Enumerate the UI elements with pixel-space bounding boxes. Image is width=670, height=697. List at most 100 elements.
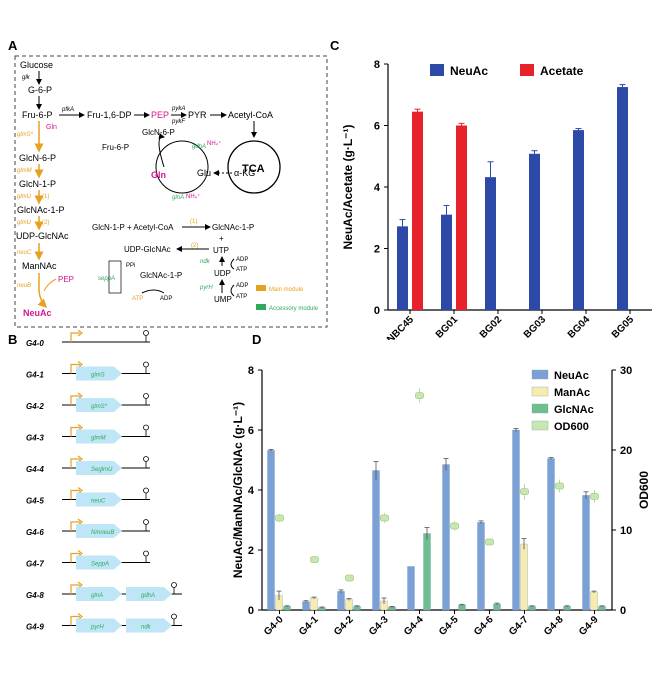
y2-tick-label: 10 — [620, 525, 632, 537]
bar-acetate — [412, 111, 423, 310]
construct-diagram: G4-0 G4-1 glmS G4-2 glmS* G4-3 glmM G4-4 SeglmU G… — [14, 329, 214, 650]
bar-glcnac — [458, 604, 466, 611]
od600-marker — [275, 514, 284, 522]
arrow-mannac-neuac — [37, 273, 48, 309]
terminator-icon — [143, 519, 149, 525]
y-tick-label: 6 — [248, 425, 254, 437]
gene-label: glmS* — [91, 404, 108, 410]
construct-label: G4-2 — [26, 402, 44, 411]
ppi-loop — [108, 260, 122, 294]
promoter-icon — [70, 332, 80, 342]
promoter-icon — [70, 489, 80, 500]
chart-d: 0 2 4 6 8 0 10 20 30 NeuAc/ManNAc/GlcNAc (g·L⁻¹) O… — [230, 330, 660, 690]
glutamine-cycle — [155, 140, 209, 194]
y-tick-label: 4 — [248, 485, 255, 497]
x-tick-label: G4-1 — [297, 614, 321, 638]
terminator-icon — [143, 550, 149, 557]
y-tick-label: 8 — [374, 59, 380, 71]
node-glcnac1p: GlcNAc-1-P — [17, 205, 65, 215]
legend-swatch-manac — [531, 386, 549, 397]
legend-label-neuac: NeuAc — [450, 64, 488, 78]
bar-manac — [590, 591, 598, 611]
construct-label: G4-4 — [26, 465, 44, 474]
node-tca: TCA — [242, 163, 265, 175]
gene-arrow — [76, 555, 122, 570]
bar-glcnac — [493, 603, 501, 611]
node-adp3: ADP — [160, 296, 172, 302]
y2-tick-label: 0 — [620, 605, 626, 617]
bar-acetate — [456, 125, 467, 310]
reaction2-lhs: UDP-GlcNAc — [124, 245, 171, 254]
node-udp: UDP — [214, 269, 231, 278]
od600-marker — [485, 538, 494, 546]
node-g6p: G-6-P — [28, 85, 52, 95]
bar-manac — [520, 543, 528, 611]
gene-label: SeppA — [91, 562, 109, 568]
reaction2-plus: + — [219, 234, 224, 243]
construct-label: G4-3 — [26, 434, 44, 443]
enzyme-pykf: pykF — [171, 119, 185, 125]
node-pep-lower: PEP — [58, 275, 74, 284]
gene-label: glmS — [91, 373, 105, 379]
bar-neuac — [485, 177, 496, 310]
enzyme-glmu-1: glmU — [17, 194, 32, 200]
bar-neuac — [512, 429, 520, 611]
x-tick-label: G4-7 — [507, 614, 531, 638]
y-tick-label: 6 — [374, 121, 380, 133]
terminator-icon — [171, 582, 177, 588]
od600-marker — [380, 514, 389, 522]
node-fru16dp: Fru-1,6-DP — [87, 110, 132, 120]
y-tick-label: 4 — [374, 182, 381, 194]
node-acetylcoa: Acetyl-CoA — [228, 110, 273, 120]
arc-atp-adp — [141, 289, 165, 294]
promoter-icon — [70, 426, 80, 437]
gene-label: glnA — [91, 593, 103, 599]
construct-label: G4-8 — [26, 591, 44, 600]
node-pyr: PYR — [188, 110, 207, 120]
node-glcn6p: GlcN-6-P — [19, 153, 56, 163]
terminator-icon — [143, 424, 149, 431]
node-neuac: NeuAc — [23, 308, 52, 318]
bar-neuac — [267, 450, 275, 611]
promoter-icon — [70, 395, 80, 405]
enzyme-gdha: gdhA — [192, 144, 206, 150]
y-tick-label: 0 — [374, 305, 380, 317]
terminator-icon — [143, 361, 149, 368]
node-akg: α-KG — [234, 168, 255, 178]
enzyme-glmm: glmM — [17, 168, 32, 174]
enzyme-pyrh: pyrH — [199, 285, 213, 291]
y2-tick-label: 20 — [620, 445, 632, 457]
x-tick-label: G4-8 — [542, 614, 566, 638]
legend-main-swatch — [256, 285, 266, 291]
legend-accessory-label: Accessory module — [269, 306, 319, 312]
node-udp-glcnac: UDP-GlcNAc — [16, 231, 69, 241]
od600-marker — [520, 488, 529, 496]
gene-arrow — [76, 587, 122, 601]
arrow-glutamine-cycle — [158, 133, 165, 168]
x-tick-label: G4-4 — [402, 614, 426, 638]
bar-neuac — [337, 591, 345, 611]
od600-marker — [450, 522, 459, 530]
terminator-icon — [143, 456, 149, 462]
node-atp2: ATP — [236, 294, 247, 300]
x-tick-label: G4-2 — [332, 614, 356, 638]
enzyme-ndk: ndk — [200, 259, 211, 265]
promoter-icon — [70, 521, 80, 531]
node-fru6p: Fru-6-P — [22, 110, 53, 120]
arc-ndk — [230, 258, 235, 270]
bar-neuac — [441, 214, 452, 310]
tca-cycle — [227, 140, 281, 194]
y-tick-label: 2 — [248, 545, 254, 557]
legend-label-manac: ManAc — [554, 387, 590, 399]
bar-neuac — [477, 522, 485, 611]
bar-neuac — [529, 153, 540, 310]
node-atp1: ATP — [236, 267, 247, 273]
x-tick-label: G4-0 — [262, 614, 286, 638]
enzyme-neuc: neuC — [17, 250, 32, 256]
y2-tick-label: 30 — [620, 365, 632, 377]
construct-label: G4-6 — [26, 528, 44, 537]
x-tick-label: G4-9 — [577, 614, 601, 638]
legend-main-label: Main module — [269, 287, 304, 293]
legend-swatch-neuac — [531, 369, 549, 380]
node-mannac: ManNAc — [22, 261, 57, 271]
